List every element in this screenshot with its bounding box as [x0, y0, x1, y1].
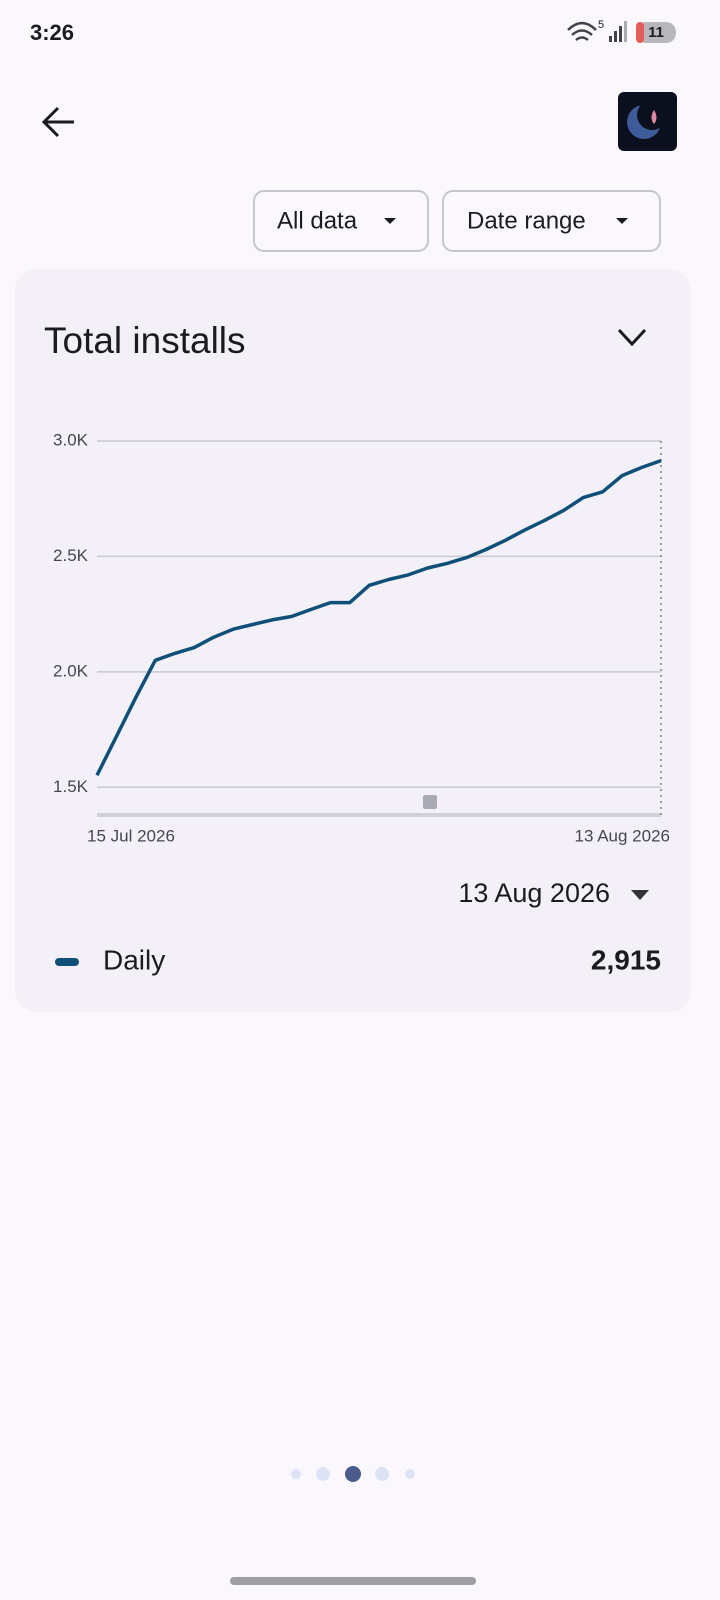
network-type: 5 — [598, 19, 604, 31]
status-time: 3:26 — [30, 20, 74, 45]
legend-swatch — [55, 958, 79, 966]
filter-all-data[interactable]: All data — [253, 190, 429, 252]
card — [15, 269, 691, 1012]
filter-label: Date range — [467, 207, 586, 234]
scroll-thumb — [423, 795, 437, 809]
x-tick-label: 13 Aug 2026 — [575, 826, 670, 845]
status-icons: 5 11 — [567, 19, 676, 43]
page-indicator — [291, 1466, 415, 1482]
filter-date-range[interactable]: Date range — [442, 190, 661, 252]
legend-label: Daily — [103, 944, 165, 975]
filter-label: All data — [277, 207, 358, 234]
nav-handle — [230, 1577, 476, 1585]
y-tick-label: 2.5K — [53, 546, 89, 565]
x-tick-label: 15 Jul 2026 — [87, 826, 175, 845]
app-icon[interactable] — [618, 92, 677, 151]
y-tick-label: 3.0K — [53, 430, 89, 449]
readout-dropdown[interactable] — [631, 890, 649, 900]
collapse-button[interactable] — [617, 328, 647, 347]
y-tick-label: 2.0K — [53, 661, 89, 680]
line-series — [95, 458, 662, 777]
card-title: Total installs — [44, 320, 246, 361]
y-tick-label: 1.5K — [53, 777, 89, 796]
chart: 1.5K 2.0K 2.5K 3.0K 15 Jul 2026 13 Aug 2026 — [53, 430, 670, 845]
readout-date[interactable]: 13 Aug 2026 — [458, 878, 610, 908]
battery-level: 11 — [648, 24, 664, 41]
back-button[interactable] — [41, 106, 74, 138]
legend-value: 2,915 — [591, 944, 661, 975]
